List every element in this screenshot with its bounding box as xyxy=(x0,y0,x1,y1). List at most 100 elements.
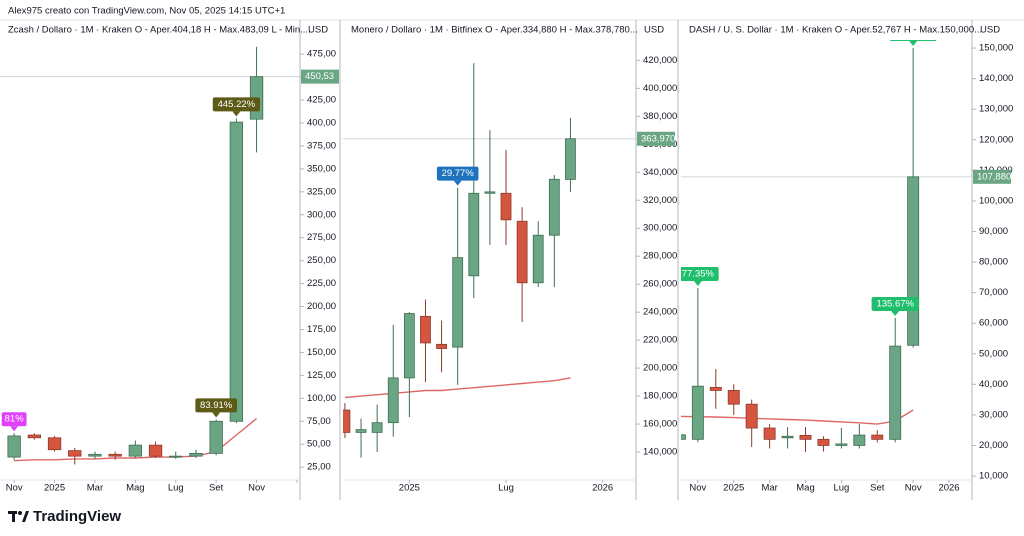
candle-body xyxy=(387,377,399,424)
x-tick-label: Nov xyxy=(248,483,265,494)
y-tick-label: 225,00 xyxy=(307,278,336,289)
chart-panel: DASH / U. S. Dollar · 1M · Kraken O - Ap… xyxy=(677,20,1013,500)
plot-area: 77.35%135.67%104.45% xyxy=(681,40,972,453)
x-tick-label: Mag xyxy=(796,483,814,494)
y-tick-label: 260,000 xyxy=(643,279,677,290)
y-tick-label: 150,000 xyxy=(979,43,1013,54)
x-tick-label: Lug xyxy=(498,483,514,494)
y-tick-label: 350,00 xyxy=(307,163,336,174)
y-tick-label: 400,000 xyxy=(643,83,677,94)
annotation-label: 83.91% xyxy=(200,400,233,411)
x-tick-label: Mar xyxy=(761,483,777,494)
y-tick-label: 125,00 xyxy=(307,370,336,381)
annotation-pointer xyxy=(232,111,241,117)
candle-body xyxy=(484,191,496,194)
x-tick-label: 2026 xyxy=(938,483,959,494)
axis-unit: USD xyxy=(644,25,664,36)
candle-body xyxy=(907,176,920,346)
plot-area: 81% 83.91% 445.22% xyxy=(0,46,300,465)
x-tick-label: 2026 xyxy=(592,483,613,494)
last-price-box xyxy=(973,169,1011,184)
x-tick-label: Lug xyxy=(833,483,849,494)
candle-body xyxy=(128,444,143,457)
annotation-pointer xyxy=(693,281,702,287)
x-tick-label: Nov xyxy=(689,483,706,494)
y-tick-label: 325,00 xyxy=(307,186,336,197)
axis-unit: USD xyxy=(980,25,1000,36)
candle-body xyxy=(516,220,528,284)
annotation-box xyxy=(212,97,260,112)
candle-body xyxy=(27,434,42,439)
y-tick-label: 425,00 xyxy=(307,95,336,106)
annotation-label: 77.35% xyxy=(682,269,715,280)
annotation-box xyxy=(436,166,479,181)
candle-body xyxy=(229,121,244,422)
candle-body xyxy=(148,444,163,457)
annotation-box xyxy=(1,412,27,427)
y-tick-label: 100,00 xyxy=(307,393,336,404)
candle-body xyxy=(355,429,367,433)
annotation-pointer xyxy=(891,310,900,316)
candle-body xyxy=(452,257,464,348)
y-tick-label: 375,00 xyxy=(307,140,336,151)
y-tick-label: 140,000 xyxy=(643,447,677,458)
x-tick-label: Set xyxy=(870,483,885,494)
y-tick-label: 275,00 xyxy=(307,232,336,243)
y-tick-label: 420,000 xyxy=(643,55,677,66)
candle-body xyxy=(343,409,351,433)
chart-title: Zcash / Dollaro · 1M · Kraken O - Aper.4… xyxy=(8,25,311,36)
annotation-box xyxy=(871,296,919,311)
candle-body xyxy=(68,450,82,457)
candle-body xyxy=(889,345,902,440)
annotation-pointer xyxy=(10,426,19,432)
candle-body xyxy=(7,435,21,458)
x-tick-label: 2025 xyxy=(44,483,65,494)
chart-title: DASH / U. S. Dollar · 1M · Kraken O - Ap… xyxy=(689,25,982,36)
y-tick-label: 100,000 xyxy=(979,195,1013,206)
candle-body xyxy=(709,386,722,391)
y-tick-label: 40,000 xyxy=(979,379,1008,390)
candle-body xyxy=(189,452,203,457)
annotation-pointer xyxy=(453,180,462,186)
y-tick-label: 380,000 xyxy=(643,111,677,122)
candle-body xyxy=(548,178,560,236)
annotation-pointer xyxy=(909,41,918,47)
y-tick-label: 300,00 xyxy=(307,209,336,220)
x-tick-label: 2025 xyxy=(723,483,744,494)
candle-body xyxy=(871,434,884,440)
plot-area: 29.77% xyxy=(343,63,636,458)
header: Alex975 creato con TradingView.com, Nov … xyxy=(8,6,285,17)
y-tick-label: 250,00 xyxy=(307,255,336,266)
x-tick-label: Lug xyxy=(168,483,184,494)
last-price-label: 363,970 xyxy=(641,133,675,144)
y-tick-label: 280,000 xyxy=(643,251,677,262)
annotation-box xyxy=(889,40,937,42)
x-tick-label: Mag xyxy=(126,483,144,494)
axis-unit: USD xyxy=(308,25,328,36)
candle-body xyxy=(763,427,776,440)
candle-body xyxy=(681,434,686,440)
candle-body xyxy=(781,435,794,439)
y-tick-label: 300,000 xyxy=(643,223,677,234)
y-tick-label: 25,00 xyxy=(307,462,331,473)
y-tick-label: 90,000 xyxy=(979,226,1008,237)
candle-body xyxy=(420,315,431,344)
chart-title: Monero / Dollaro · 1M · Bitfinex O - Ape… xyxy=(351,25,638,36)
candle-body xyxy=(745,403,758,429)
y-tick-label: 200,00 xyxy=(307,301,336,312)
last-price-label: 450,53 xyxy=(305,71,334,82)
candle-body xyxy=(817,438,830,446)
y-tick-label: 320,000 xyxy=(643,195,677,206)
y-tick-label: 10,000 xyxy=(979,471,1008,482)
moving-average xyxy=(344,377,571,399)
time-axis-labels: 2025 Lug 2026 xyxy=(399,480,613,494)
y-tick-label: 475,00 xyxy=(307,49,336,60)
candle-body xyxy=(47,437,62,451)
annotation-label: 29.77% xyxy=(442,168,475,179)
last-price-box xyxy=(637,131,675,146)
y-tick-label: 140,000 xyxy=(979,73,1013,84)
y-tick-label: 50,00 xyxy=(307,439,331,450)
